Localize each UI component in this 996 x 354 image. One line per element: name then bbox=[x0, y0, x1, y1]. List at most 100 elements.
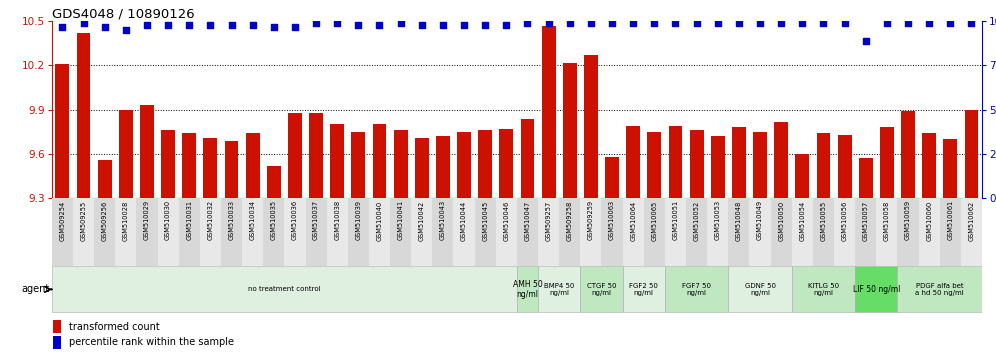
Bar bbox=[606, 157, 619, 198]
Point bbox=[477, 22, 493, 28]
Text: GSM510046: GSM510046 bbox=[503, 200, 509, 240]
Bar bbox=[178, 198, 200, 266]
Bar bbox=[393, 130, 407, 198]
Text: GSM510042: GSM510042 bbox=[418, 200, 424, 240]
Bar bbox=[940, 198, 961, 266]
Point bbox=[498, 22, 514, 28]
Point bbox=[605, 20, 621, 26]
Point bbox=[816, 20, 832, 26]
Bar bbox=[73, 198, 94, 266]
Bar bbox=[77, 33, 91, 198]
Point bbox=[330, 20, 346, 26]
Point bbox=[710, 20, 726, 26]
Bar bbox=[432, 198, 453, 266]
Text: GSM510049: GSM510049 bbox=[757, 200, 763, 240]
Bar bbox=[116, 198, 136, 266]
Bar bbox=[288, 113, 302, 198]
Text: GSM510059: GSM510059 bbox=[905, 200, 911, 240]
Bar bbox=[859, 159, 872, 198]
Point bbox=[287, 24, 303, 29]
Text: CTGF 50
ng/ml: CTGF 50 ng/ml bbox=[587, 283, 617, 296]
Bar bbox=[53, 336, 62, 349]
Bar bbox=[203, 138, 217, 198]
Bar bbox=[369, 198, 390, 266]
Bar bbox=[242, 198, 263, 266]
Bar bbox=[306, 198, 327, 266]
Point bbox=[837, 20, 853, 26]
Point bbox=[878, 20, 894, 26]
Bar bbox=[918, 198, 940, 266]
Bar bbox=[643, 198, 665, 266]
Point bbox=[583, 20, 599, 26]
Bar bbox=[52, 198, 73, 266]
Bar bbox=[157, 198, 178, 266]
Bar bbox=[774, 121, 788, 198]
Text: FGF2 50
ng/ml: FGF2 50 ng/ml bbox=[629, 283, 658, 296]
Text: GSM510054: GSM510054 bbox=[800, 200, 806, 240]
Text: GSM510060: GSM510060 bbox=[926, 200, 932, 240]
Text: GSM510065: GSM510065 bbox=[651, 200, 657, 240]
Text: GSM510048: GSM510048 bbox=[736, 200, 742, 240]
Text: GSM510034: GSM510034 bbox=[250, 200, 256, 240]
Bar bbox=[922, 133, 936, 198]
Text: GSM510031: GSM510031 bbox=[186, 200, 192, 240]
Bar bbox=[581, 198, 602, 266]
Bar bbox=[136, 198, 157, 266]
Point bbox=[266, 24, 282, 29]
Bar bbox=[246, 133, 260, 198]
Bar bbox=[140, 105, 153, 198]
Bar bbox=[538, 267, 581, 312]
Point bbox=[688, 20, 704, 26]
Text: percentile rank within the sample: percentile rank within the sample bbox=[69, 337, 233, 347]
Bar bbox=[771, 198, 792, 266]
Bar bbox=[732, 127, 746, 198]
Point bbox=[181, 22, 197, 28]
Point bbox=[456, 22, 472, 28]
Text: GSM510058: GSM510058 bbox=[883, 200, 889, 240]
Bar bbox=[796, 154, 809, 198]
Text: GSM510028: GSM510028 bbox=[123, 200, 128, 240]
Bar bbox=[792, 198, 813, 266]
Point bbox=[900, 20, 916, 26]
Bar bbox=[285, 198, 306, 266]
Text: GSM510063: GSM510063 bbox=[610, 200, 616, 240]
Point bbox=[413, 22, 429, 28]
Bar bbox=[352, 132, 366, 198]
Bar bbox=[98, 160, 112, 198]
Bar bbox=[225, 141, 238, 198]
Bar bbox=[309, 113, 323, 198]
Text: GSM510056: GSM510056 bbox=[842, 200, 848, 240]
Bar bbox=[626, 126, 640, 198]
Bar bbox=[750, 198, 771, 266]
Text: GSM509259: GSM509259 bbox=[588, 200, 594, 240]
Bar bbox=[897, 267, 982, 312]
Text: PDGF alfa bet
a hd 50 ng/ml: PDGF alfa bet a hd 50 ng/ml bbox=[915, 283, 964, 296]
Bar bbox=[943, 139, 957, 198]
Bar bbox=[622, 198, 643, 266]
Text: GSM510057: GSM510057 bbox=[863, 200, 869, 240]
Point bbox=[139, 22, 155, 28]
Bar bbox=[728, 198, 750, 266]
Bar bbox=[182, 133, 196, 198]
Bar bbox=[161, 130, 175, 198]
Bar bbox=[817, 133, 831, 198]
Point bbox=[752, 20, 768, 26]
Bar bbox=[838, 135, 852, 198]
Bar bbox=[856, 267, 897, 312]
Point bbox=[541, 20, 557, 26]
Bar bbox=[538, 198, 559, 266]
Point bbox=[97, 24, 113, 29]
Point bbox=[646, 20, 662, 26]
Bar bbox=[728, 267, 792, 312]
Bar bbox=[348, 198, 369, 266]
Point bbox=[773, 20, 789, 26]
Bar bbox=[200, 198, 221, 266]
Bar bbox=[517, 267, 538, 312]
Bar bbox=[753, 132, 767, 198]
Bar bbox=[581, 267, 622, 312]
Point bbox=[921, 20, 937, 26]
Text: transformed count: transformed count bbox=[69, 321, 159, 332]
Point bbox=[351, 22, 367, 28]
Point bbox=[963, 20, 979, 26]
Text: GSM510047: GSM510047 bbox=[525, 200, 531, 240]
